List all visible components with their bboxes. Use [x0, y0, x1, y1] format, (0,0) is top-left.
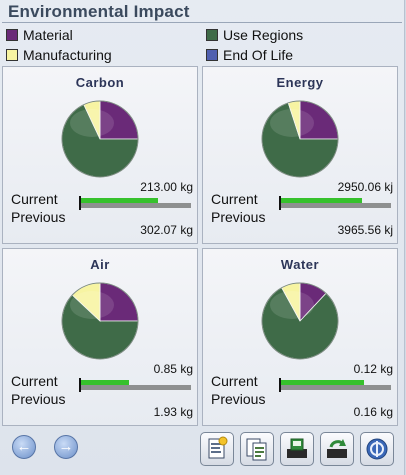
- report-icon: [208, 436, 228, 459]
- current-bar: [281, 198, 362, 203]
- title-divider: [2, 22, 402, 23]
- previous-bar: [81, 385, 191, 390]
- bar-baseline: [279, 378, 281, 392]
- previous-bar: [281, 385, 391, 390]
- pie-gloss: [270, 109, 314, 137]
- legend-swatch-material: [6, 29, 18, 41]
- previous-value: 0.16 kg: [353, 405, 393, 419]
- help-button[interactable]: [360, 432, 394, 466]
- impact-cell-carbon: Carbon 213.00 kg Current Previous 302.07…: [2, 66, 198, 244]
- pie-svg: [61, 100, 139, 178]
- impact-pie-chart: [260, 99, 340, 179]
- refresh-icon: [327, 439, 347, 458]
- forward-button[interactable]: →: [54, 435, 78, 459]
- impact-grid: Carbon 213.00 kg Current Previous 302.07…: [2, 66, 402, 426]
- current-label: Current: [211, 373, 258, 389]
- pie-outline: [61, 100, 139, 178]
- previous-bar: [281, 203, 391, 208]
- bar-baseline: [79, 196, 81, 210]
- impact-cell-energy: Energy 2950.06 kj Current Previous 3965.…: [202, 66, 398, 244]
- comparison-bar: [279, 378, 393, 392]
- cell-title: Carbon: [75, 75, 125, 90]
- legend-item-end-of-life: End Of Life: [206, 46, 293, 64]
- previous-label: Previous: [211, 391, 266, 407]
- arrow-right-icon: →: [58, 438, 74, 455]
- back-button[interactable]: ←: [12, 435, 36, 459]
- legend-label-material: Material: [23, 27, 73, 43]
- current-value: 2950.06 kj: [337, 180, 393, 194]
- previous-value: 1.93 kg: [153, 405, 193, 419]
- pie-gloss: [70, 291, 114, 319]
- pie-outline: [61, 282, 139, 360]
- legend-item-manufacturing: Manufacturing: [6, 46, 112, 64]
- previous-bar: [81, 203, 191, 208]
- pie-outline: [261, 282, 339, 360]
- legend-swatch-manufacturing: [6, 49, 18, 61]
- comparison-bar: [79, 196, 193, 210]
- legend-label-manufacturing: Manufacturing: [23, 47, 112, 63]
- pie-svg: [261, 100, 339, 178]
- pie-svg: [261, 282, 339, 360]
- copy-report-icon: [246, 438, 267, 461]
- impact-cell-water: Water 0.12 kg Current Previous 0.16 kg: [202, 248, 398, 426]
- pie-svg: [61, 282, 139, 360]
- current-value: 0.12 kg: [353, 362, 393, 376]
- copy-report-button[interactable]: [240, 432, 274, 466]
- arrow-left-icon: ←: [16, 438, 32, 455]
- current-label: Current: [11, 373, 58, 389]
- current-value: 0.85 kg: [153, 362, 193, 376]
- impact-pie-chart: [60, 99, 140, 179]
- current-label: Current: [211, 191, 258, 207]
- legend: Material Use Regions Manufacturing End O…: [6, 26, 398, 66]
- previous-value: 3965.56 kj: [337, 223, 393, 237]
- current-bar: [281, 380, 364, 385]
- current-bar: [81, 380, 129, 385]
- pie-outline: [261, 100, 339, 178]
- cell-title: Water: [280, 257, 320, 272]
- bar-baseline: [79, 378, 81, 392]
- legend-swatch-use-regions: [206, 29, 218, 41]
- impact-pie-chart: [260, 281, 340, 361]
- legend-swatch-end-of-life: [206, 49, 218, 61]
- comparison-bar: [79, 378, 193, 392]
- refresh-button[interactable]: [320, 432, 354, 466]
- comparison-bar: [279, 196, 393, 210]
- bar-baseline: [279, 196, 281, 210]
- cell-title: Air: [90, 257, 110, 272]
- report-button[interactable]: [200, 432, 234, 466]
- panel-title: Environmental Impact: [8, 2, 190, 21]
- save-button[interactable]: [280, 432, 314, 466]
- legend-label-use-regions: Use Regions: [223, 27, 304, 43]
- current-value: 213.00 kg: [140, 180, 193, 194]
- legend-label-end-of-life: End Of Life: [223, 47, 294, 63]
- impact-pie-chart: [60, 281, 140, 361]
- impact-cell-air: Air 0.85 kg Current Previous 1.93 kg: [2, 248, 198, 426]
- cell-title: Energy: [276, 75, 324, 90]
- legend-item-use-regions: Use Regions: [206, 26, 303, 44]
- previous-label: Previous: [11, 209, 66, 225]
- current-bar: [81, 198, 158, 203]
- pie-gloss: [70, 109, 114, 137]
- help-icon: [366, 438, 388, 460]
- pie-gloss: [270, 291, 314, 319]
- current-label: Current: [11, 191, 58, 207]
- previous-label: Previous: [211, 209, 266, 225]
- previous-label: Previous: [11, 391, 66, 407]
- toolbar: ← →: [0, 428, 404, 475]
- previous-value: 302.07 kg: [140, 223, 193, 237]
- save-icon: [287, 438, 307, 458]
- legend-item-material: Material: [6, 26, 73, 44]
